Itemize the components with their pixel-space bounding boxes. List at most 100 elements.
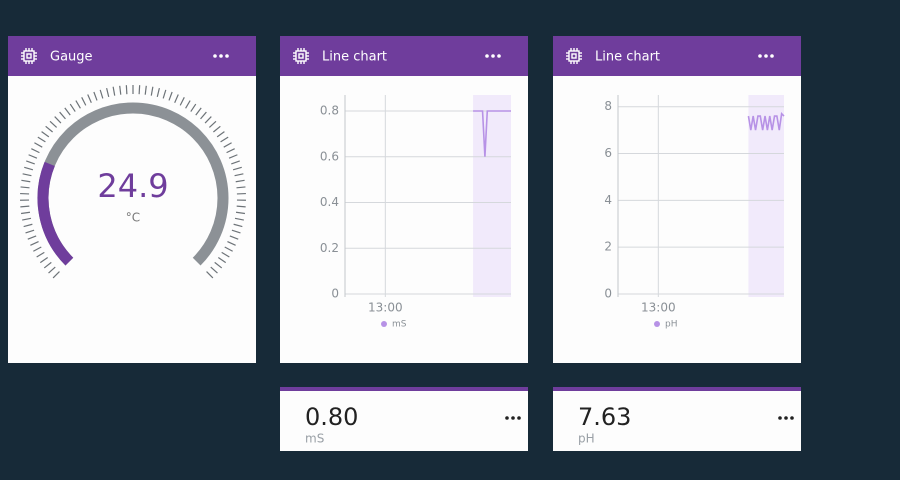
y-tick-label: 0 (604, 287, 612, 301)
gauge-tick (48, 266, 56, 274)
gauge-tick (236, 186, 246, 189)
card (8, 36, 256, 363)
menu-dot (225, 54, 229, 58)
gauge-tick (21, 179, 31, 183)
gauge-tick (150, 86, 154, 96)
gauge-tick (162, 89, 167, 99)
y-tick-label: 0.2 (320, 241, 339, 255)
gauge-tick (236, 205, 246, 208)
gauge-tick (39, 256, 49, 264)
more-menu[interactable] (758, 54, 774, 58)
gauge-tick (190, 103, 197, 112)
gauge-tick (36, 251, 45, 258)
gauge-tick (52, 271, 60, 279)
gauge-tick (234, 217, 244, 221)
gauge-tick (144, 85, 147, 95)
more-menu[interactable] (213, 54, 229, 58)
gauge-tick (43, 261, 52, 269)
gauge-tick (59, 111, 66, 120)
gauge-tick (232, 166, 242, 171)
gauge-tick (206, 271, 214, 279)
card-header (553, 36, 801, 76)
y-tick-label: 6 (604, 146, 612, 160)
data-range-highlight (748, 95, 784, 297)
menu-dot (784, 416, 788, 420)
gauge-tick (30, 240, 39, 246)
gauge-tick (231, 229, 241, 234)
gauge-tick (69, 103, 76, 112)
y-tick-label: 0.8 (320, 104, 339, 118)
gauge-tick (93, 91, 98, 101)
data-range-highlight (473, 95, 511, 297)
widget-icon (293, 48, 309, 64)
legend-label: mS (392, 320, 407, 330)
gauge-tick (200, 111, 207, 120)
menu-dot (219, 54, 223, 58)
card-title: Gauge (50, 50, 93, 65)
gauge-tick (20, 186, 30, 189)
gauge-tick (208, 120, 217, 128)
gauge-tick (54, 116, 62, 124)
gauge-tick (75, 100, 81, 109)
series-line (473, 110, 511, 157)
gauge-tick (45, 125, 53, 133)
gauge-tick (33, 246, 42, 252)
gauge-tick (49, 120, 58, 128)
value-text: 0.80 (305, 403, 358, 431)
y-tick-label: 0.6 (320, 149, 339, 163)
gauge-value-arc (37, 161, 74, 266)
menu-dot (505, 416, 509, 420)
menu-dot (790, 416, 794, 420)
gauge-tick (28, 154, 38, 159)
gauge-tick (229, 235, 239, 240)
card-title: Line chart (322, 50, 387, 65)
gauge-tick (87, 94, 92, 103)
gauge-unit: °C (126, 211, 140, 225)
gauge-tick (204, 116, 212, 124)
more-menu[interactable] (485, 54, 501, 58)
y-tick-label: 0 (331, 287, 339, 301)
gauge-tick (20, 205, 30, 208)
gauge-tick (210, 266, 218, 274)
card-title: Line chart (595, 50, 660, 65)
menu-dot (517, 416, 521, 420)
gauge-tick (233, 223, 243, 228)
gauge-tick (20, 211, 31, 215)
y-tick-label: 2 (604, 240, 612, 254)
y-tick-label: 4 (604, 193, 612, 207)
gauge-tick (22, 217, 32, 221)
gauge-tick (23, 223, 33, 228)
gauge-tick (37, 136, 46, 143)
gauge-tick (41, 131, 50, 138)
card-accent (280, 387, 528, 391)
legend-swatch (381, 321, 387, 327)
gauge-tick (231, 160, 240, 165)
gauge-tick (64, 107, 71, 116)
gauge-value: 24.9 (97, 167, 168, 205)
gauge-tick (195, 107, 202, 116)
gauge-tick (81, 97, 87, 106)
legend-label: pH (665, 320, 677, 330)
value-text: 7.63 (578, 403, 631, 431)
gauge-tick (234, 173, 244, 177)
menu-dot (770, 54, 774, 58)
gauge-tick (112, 86, 116, 96)
gauge-tick (24, 166, 34, 171)
menu-dot (497, 54, 501, 58)
gauge-tick (228, 154, 238, 159)
series-line (747, 112, 785, 131)
card-accent (553, 387, 801, 391)
more-menu[interactable] (778, 416, 794, 420)
gauge-tick (99, 89, 104, 99)
gauge-tick (27, 235, 37, 240)
more-menu[interactable] (505, 416, 521, 420)
menu-dot (511, 416, 515, 420)
gauge-tick (31, 148, 40, 154)
value-unit: mS (305, 432, 324, 446)
x-tick-label: 13:00 (641, 301, 676, 315)
gauge-tick (227, 240, 236, 246)
card (553, 387, 801, 451)
gauge-tick (26, 160, 35, 165)
gauge-tick (106, 87, 110, 98)
